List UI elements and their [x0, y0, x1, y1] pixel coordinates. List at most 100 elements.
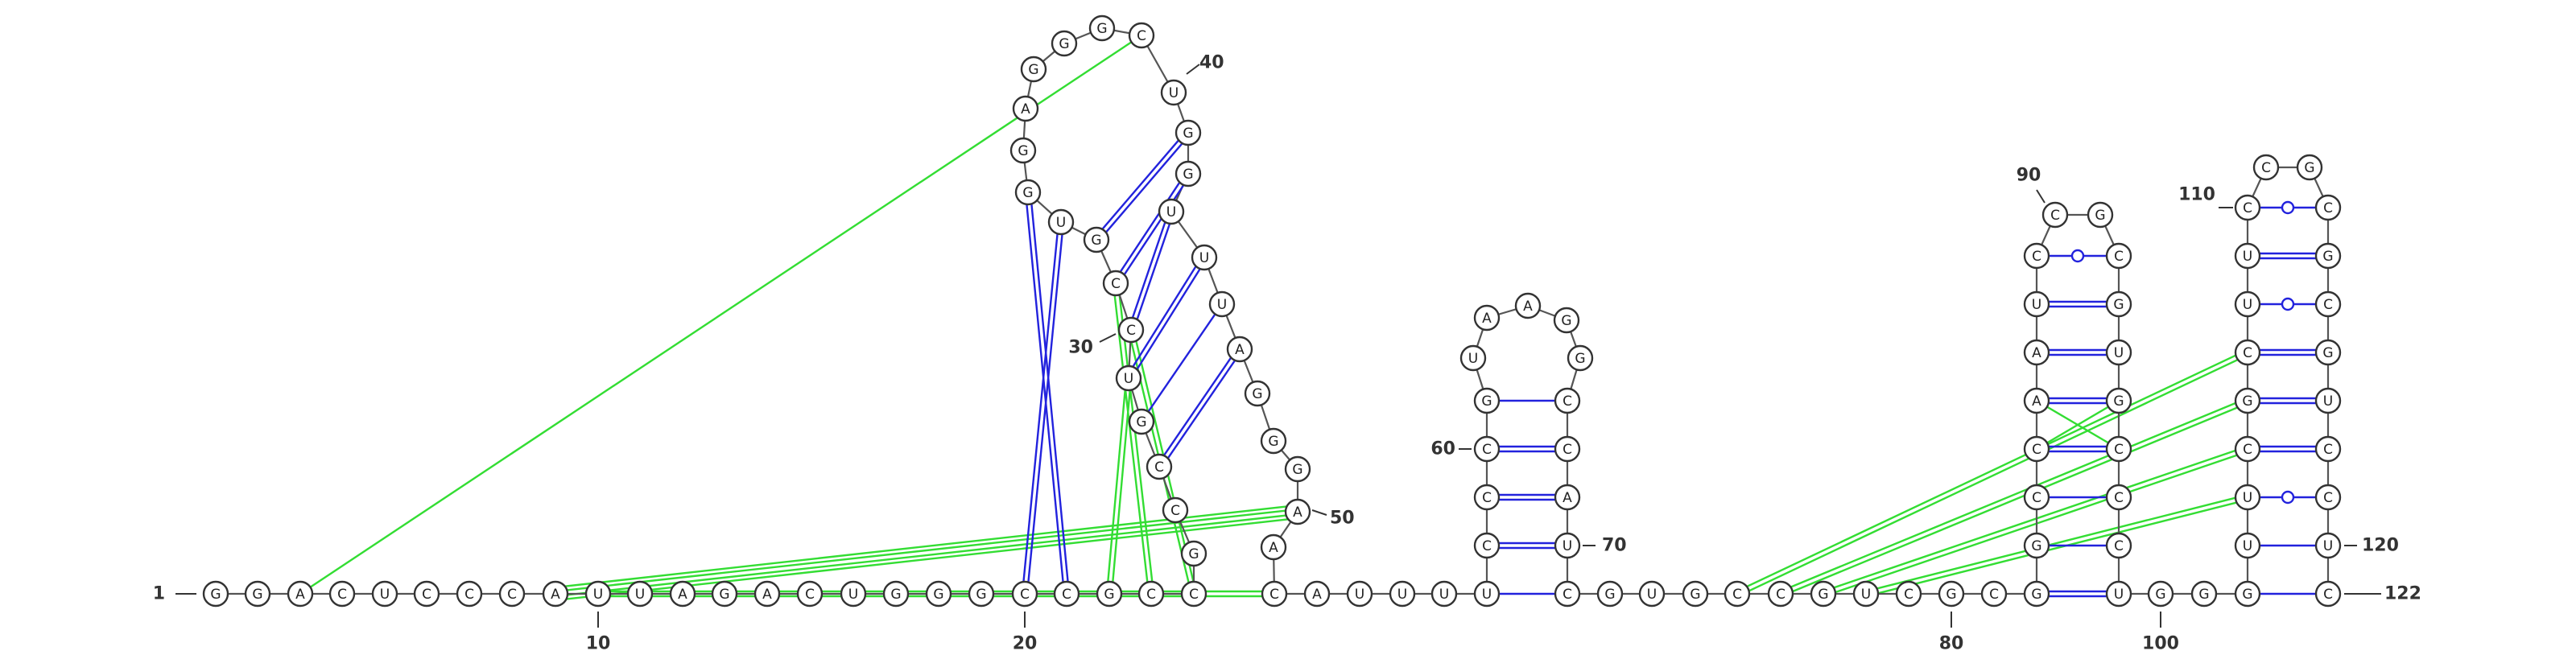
nucleotide-letter: U [2243, 490, 2252, 506]
numbering-label-100: 100 [2142, 634, 2179, 654]
nucleotide-56: U [1389, 580, 1416, 608]
nucleotide-99: C [2105, 532, 2132, 559]
nucleotide-letter: G [1481, 393, 1492, 410]
nucleotide-circle [669, 580, 696, 608]
nucleotide-letter: C [507, 587, 517, 603]
nucleotide-circle [1389, 580, 1416, 608]
nucleotide-circle [1567, 344, 1594, 372]
nucleotide-circle [1020, 56, 1047, 83]
nucleotide-letter: C [2323, 442, 2333, 458]
nucleotide-circle [1554, 387, 1581, 414]
numbering-label-20: 20 [1013, 634, 1038, 654]
numbering-label-122: 122 [2384, 584, 2421, 604]
nucleotide-circle [2314, 484, 2342, 511]
nucleotide-letter: U [1056, 215, 1066, 231]
numbering-label-10: 10 [586, 634, 611, 654]
nucleotide-circle [1128, 408, 1155, 435]
nucleotide-2: G [244, 580, 271, 608]
nucleotide-64: A [1473, 304, 1501, 332]
nucleotide-letter: C [2114, 490, 2124, 506]
nucleotide-circle [1810, 580, 1837, 608]
nucleotide-letter: C [1482, 442, 1492, 458]
nucleotide-34: G [1014, 179, 1042, 206]
nucleotide-8: C [498, 580, 526, 608]
nucleotide-circle [1596, 580, 1624, 608]
nucleotide-52: A [1260, 533, 1287, 561]
nucleotide-circle [968, 580, 995, 608]
nucleotide-59: C [1473, 532, 1501, 559]
nucleotide-5: U [371, 580, 398, 608]
nucleotide-39: G [1088, 14, 1116, 42]
nucleotide-circle [2234, 484, 2261, 511]
nucleotide-circle [925, 580, 952, 608]
nucleotide-circle [2234, 339, 2261, 366]
nucleotide-letter: U [2114, 587, 2124, 603]
nucleotide-circle [2234, 580, 2261, 608]
nucleotide-letter: C [2032, 490, 2041, 506]
numbering-label-60: 60 [1430, 439, 1455, 459]
nucleotide-50: G [1284, 455, 1311, 483]
numbering-label-80: 80 [1939, 634, 1964, 654]
nucleotide-letter: U [1439, 587, 1449, 603]
nucleotide-letter: G [2031, 538, 2041, 554]
nucleotide-circle [1554, 484, 1581, 511]
wobble-pair-marker [2281, 200, 2295, 215]
nucleotide-letter: U [1861, 587, 1871, 603]
base-pair-line [1021, 221, 1060, 594]
nucleotide-circle [2105, 435, 2132, 463]
nucleotide-circle [753, 580, 781, 608]
nucleotide-letter: G [210, 587, 221, 603]
numbering-label-70: 70 [1602, 536, 1627, 556]
nucleotide-letter: C [1137, 28, 1146, 44]
nucleotide-circle [202, 580, 229, 608]
nucleotide-37: G [1020, 56, 1047, 83]
nucleotide-circle [1009, 137, 1037, 164]
nucleotide-letter: C [2323, 200, 2333, 216]
numbering-label-90: 90 [2017, 166, 2041, 186]
nucleotide-23: C [1137, 580, 1165, 608]
nucleotide-letter: A [1563, 490, 1572, 506]
nucleotide-93: C [2105, 242, 2132, 270]
nucleotide-letter: A [2032, 345, 2041, 361]
nucleotide-circle [1430, 580, 1458, 608]
nucleotide-circle [1191, 244, 1218, 271]
nucleotide-letter: G [976, 587, 986, 603]
nucleotide-circle [2041, 201, 2069, 229]
nucleotide-48: G [1244, 380, 1271, 407]
nucleotide-letter: C [2323, 587, 2333, 603]
nucleotide-60: C [1473, 484, 1501, 511]
nucleotide-circle [626, 580, 654, 608]
tertiary-interaction-line [1779, 397, 2248, 593]
nucleotide-letter: A [762, 587, 772, 603]
nucleotide-122: C [2314, 580, 2342, 608]
tertiary-interaction-line [1822, 446, 2248, 593]
nucleotide-circle [2314, 580, 2342, 608]
nucleotide-circle [1346, 580, 1373, 608]
nucleotide-circle [1226, 336, 1253, 363]
nucleotide-circle [1158, 198, 1185, 225]
nucleotide-3: A [287, 580, 314, 608]
nucleotide-29: U [1115, 365, 1142, 392]
nucleotide-letter: C [1776, 587, 1785, 603]
nucleotide-letter: G [2242, 587, 2252, 603]
nucleotide-letter: U [593, 587, 603, 603]
nucleotide-31: C [1102, 270, 1129, 297]
nucleotide-36: A [1012, 95, 1039, 122]
nucleotide-9: A [542, 580, 569, 608]
nucleotide-letter: G [2113, 393, 2124, 410]
nucleotide-letter: G [1059, 36, 1069, 52]
nucleotide-44: U [1158, 198, 1185, 225]
nucleotide-106: C [2234, 435, 2261, 463]
nucleotide-circle [1180, 580, 1208, 608]
nucleotide-letter: C [1126, 323, 1136, 339]
nucleotide-circle [1047, 208, 1075, 236]
nucleotide-circle [1852, 580, 1880, 608]
nucleotide-30: C [1117, 316, 1145, 344]
nucleotide-letter: C [2323, 490, 2333, 506]
nucleotide-letter: G [2242, 393, 2252, 410]
nucleotide-letter: U [2032, 297, 2041, 313]
nucleotide-letter: G [1183, 126, 1193, 142]
nucleotide-letter: C [2243, 442, 2252, 458]
nucleotide-circle [1767, 580, 1794, 608]
nucleotide-letter: U [1355, 587, 1364, 603]
